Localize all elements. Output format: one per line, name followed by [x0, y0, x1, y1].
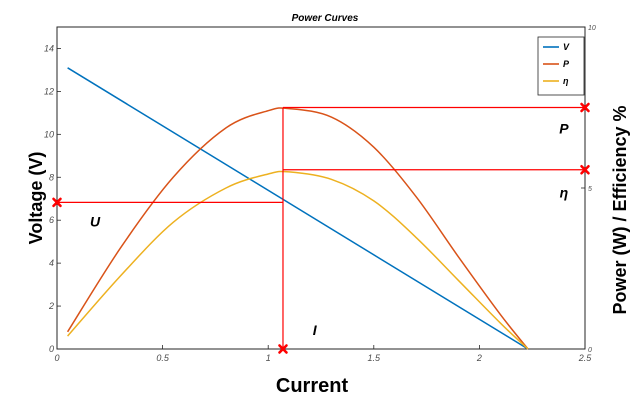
y-left-tick-label: 10	[44, 129, 54, 139]
series-line-3	[67, 170, 529, 350]
current-marker	[278, 344, 288, 354]
y-left-tick-label: 14	[44, 43, 54, 53]
series-layer	[66, 67, 529, 350]
legend-entry: V	[563, 42, 570, 52]
x-tick-label: 2.5	[578, 353, 593, 363]
y-axis-right-label: Power (W) / Efficiency %	[610, 105, 630, 314]
legend-entry: η	[563, 76, 569, 86]
power-marker	[580, 102, 590, 113]
series-line-2	[66, 107, 529, 350]
y-left-tick-label: 8	[49, 172, 54, 182]
y-right-tick-label: 10	[588, 25, 596, 32]
annotation-label: U	[90, 214, 101, 230]
operating-point-markers	[52, 102, 590, 354]
x-axis-label: Current	[276, 375, 349, 397]
chart-title: Power Curves	[292, 13, 359, 24]
y-right-tick-label: 0	[588, 347, 592, 354]
y-axis-left-label: Voltage (V)	[26, 152, 46, 245]
annotations: U I Pη	[90, 120, 569, 338]
x-tick-label: 0	[54, 353, 59, 363]
legend-entry: P	[563, 59, 570, 69]
x-tick-label: 2	[476, 353, 482, 363]
x-tick-label: 1	[266, 353, 271, 363]
x-tick-label: 0.5	[156, 353, 170, 363]
plot-area	[56, 26, 586, 350]
y-left-tick-label: 6	[49, 215, 54, 225]
annotation-label: I	[313, 322, 318, 338]
y-left-tick-label: 0	[49, 344, 54, 354]
y-right-tick-label: 5	[588, 186, 592, 193]
legend: VPη	[537, 36, 585, 96]
series-line-1	[67, 67, 529, 350]
y-left-tick-label: 4	[49, 258, 54, 268]
voltage-marker	[52, 197, 62, 208]
annotation-label: η	[560, 185, 569, 201]
legend-box	[537, 36, 585, 96]
annotation-label: P	[559, 120, 569, 136]
y-axis-right: 0 5 10	[581, 25, 596, 354]
x-tick-label: 1.5	[368, 353, 382, 363]
x-axis: 0 0.5 1 1.5 2 2.5	[54, 345, 592, 363]
efficiency-marker	[580, 164, 590, 175]
y-left-tick-label: 2	[48, 301, 54, 311]
y-left-tick-label: 12	[44, 86, 54, 96]
y-axis-left: 0 2 4 6 8 10 12 14	[44, 43, 61, 354]
